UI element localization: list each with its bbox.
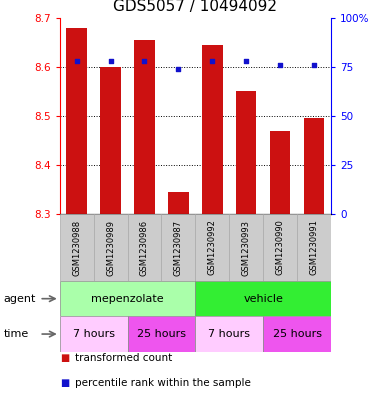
Bar (60, 281, 195, 316)
Title: GDS5057 / 10494092: GDS5057 / 10494092 (114, 0, 277, 14)
Point (311, 62, 317, 68)
Bar (127, 316, 195, 352)
Text: percentile rank within the sample: percentile rank within the sample (75, 378, 251, 388)
Point (175, 66, 181, 72)
Text: 25 hours: 25 hours (137, 329, 186, 339)
Text: GSM1230991: GSM1230991 (310, 220, 319, 275)
Text: transformed count: transformed count (75, 353, 172, 363)
Bar (67, 28, 87, 214)
Text: GSM1230989: GSM1230989 (106, 220, 115, 275)
Bar (263, 316, 331, 352)
Point (209, 58, 216, 64)
Text: GSM1230993: GSM1230993 (242, 220, 251, 275)
Bar (229, 214, 263, 281)
Bar (195, 316, 263, 352)
Point (141, 58, 147, 64)
Bar (195, 214, 229, 281)
Text: GSM1230987: GSM1230987 (174, 220, 183, 275)
Text: 7 hours: 7 hours (73, 329, 115, 339)
Bar (60, 214, 94, 281)
Text: agent: agent (4, 294, 36, 304)
Text: ■: ■ (60, 353, 69, 363)
Bar (236, 91, 256, 214)
Text: time: time (4, 329, 29, 339)
Bar (263, 214, 297, 281)
Bar (297, 214, 331, 281)
Bar (202, 45, 223, 214)
Bar (94, 214, 127, 281)
Text: 7 hours: 7 hours (208, 329, 250, 339)
Point (74, 58, 80, 64)
Bar (195, 281, 331, 316)
Bar (60, 316, 127, 352)
Point (277, 62, 283, 68)
Point (243, 58, 249, 64)
Text: GSM1230992: GSM1230992 (208, 220, 217, 275)
Bar (304, 118, 324, 214)
Bar (134, 40, 155, 214)
Text: mepenzolate: mepenzolate (91, 294, 164, 304)
Bar (127, 214, 161, 281)
Bar (270, 130, 290, 214)
Text: GSM1230988: GSM1230988 (72, 220, 81, 275)
Bar (161, 214, 195, 281)
Text: vehicle: vehicle (243, 294, 283, 304)
Bar (100, 67, 121, 214)
Bar (168, 192, 189, 214)
Text: GSM1230990: GSM1230990 (276, 220, 285, 275)
Text: GSM1230986: GSM1230986 (140, 220, 149, 275)
Text: ■: ■ (60, 378, 69, 388)
Point (107, 58, 114, 64)
Text: 25 hours: 25 hours (273, 329, 322, 339)
